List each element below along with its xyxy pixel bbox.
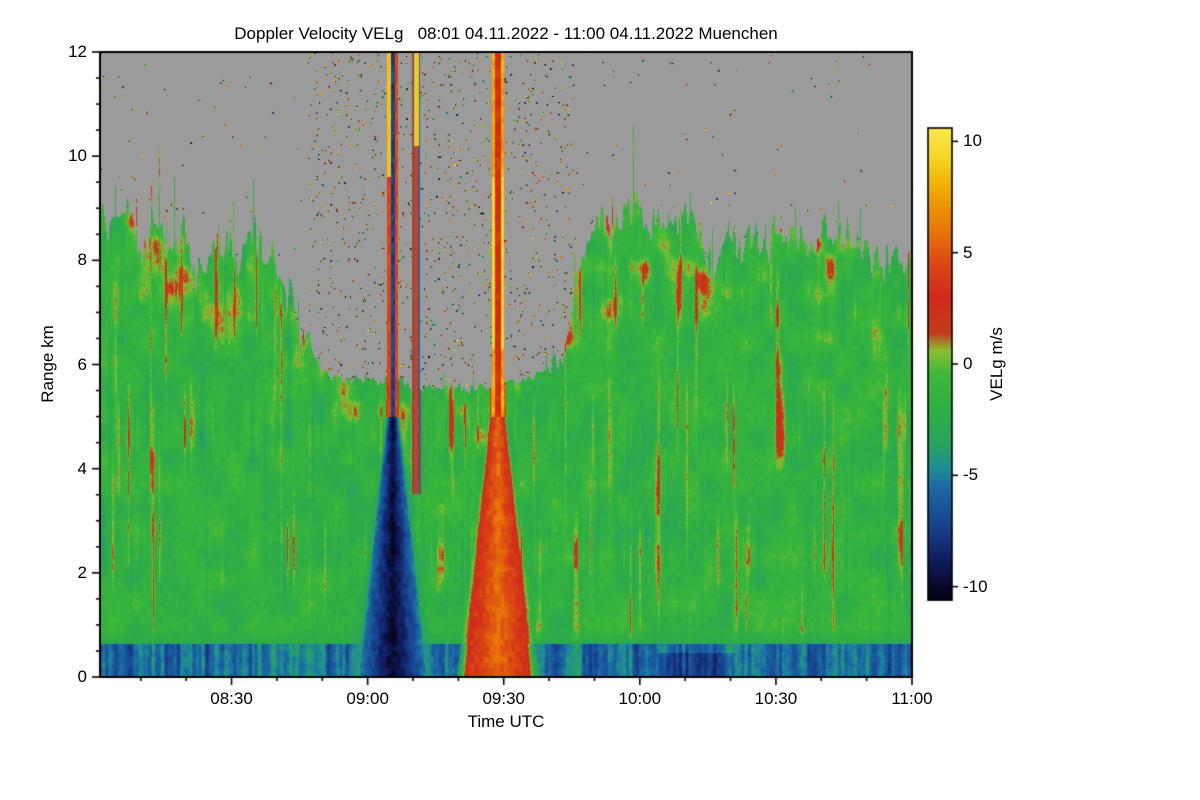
x-tick-label: 09:00 xyxy=(346,689,389,708)
x-tick-label: 09:30 xyxy=(482,689,525,708)
colorbar-tick-label: -10 xyxy=(963,576,988,596)
colorbar-label: VELg m/s xyxy=(987,327,1006,401)
colorbar-tick-label: -5 xyxy=(963,465,979,485)
x-axis-label: Time UTC xyxy=(467,712,545,731)
y-tick-label: 2 xyxy=(77,562,87,582)
y-tick-label: 6 xyxy=(77,354,87,374)
colorbar-tick-label: 0 xyxy=(963,354,973,373)
colorbar-tick-label: 5 xyxy=(963,242,973,262)
y-tick-label: 0 xyxy=(77,667,87,686)
colorbar-tick-label: 10 xyxy=(963,131,982,151)
y-tick-label: 12 xyxy=(68,42,87,61)
x-tick-label: 10:30 xyxy=(754,689,798,708)
y-axis-label: Range km xyxy=(38,325,57,403)
x-tick-label: 10:00 xyxy=(618,689,662,708)
y-tick-label: 10 xyxy=(68,146,87,166)
x-tick-label: 11:00 xyxy=(891,689,933,708)
chart-title: Doppler Velocity VELg 08:01 04.11.2022 -… xyxy=(234,24,778,43)
y-tick-label: 4 xyxy=(77,458,87,478)
y-tick-label: 8 xyxy=(77,250,87,270)
x-tick-label: 08:30 xyxy=(210,689,253,708)
